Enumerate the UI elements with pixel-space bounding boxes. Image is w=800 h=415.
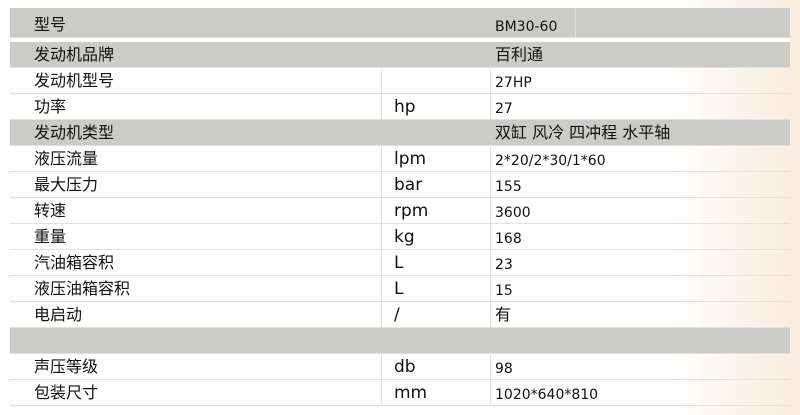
table-row: 电启动 / 有 — [10, 300, 790, 328]
cell-label: 液压油箱容积 — [34, 279, 131, 298]
cell-value: BM30-60 — [495, 19, 558, 35]
cell-value: 有 — [490, 300, 790, 327]
table-row: 发动机品牌 百利通 — [10, 42, 790, 68]
table-row: 发动机型号 27HP — [10, 66, 790, 94]
table-row — [10, 328, 790, 354]
cell-label: 声压等级 — [34, 357, 99, 376]
cell-unit: db — [381, 354, 490, 379]
cell-label: 发动机品牌 — [34, 45, 115, 64]
cell-label: 最大压力 — [34, 175, 99, 194]
cell-unit — [381, 328, 490, 353]
cell-value — [490, 326, 790, 353]
cell-value: 15 — [490, 274, 790, 301]
cell-value: 百利通 — [495, 45, 544, 64]
table-row: 发动机类型 双缸 风冷 四冲程 水平轴 — [10, 120, 790, 146]
cell-label: 功率 — [34, 97, 67, 116]
cell-label: 包装尺寸 — [34, 383, 99, 402]
cell-unit — [381, 42, 490, 67]
cell-divider — [575, 8, 576, 37]
table-row: 汽油箱容积 L 23 — [10, 248, 790, 276]
cell-value: 155 — [490, 170, 790, 197]
cell-value: 2*20/2*30/1*60 — [490, 144, 790, 171]
cell-value: 1020*640*810 — [490, 378, 790, 405]
cell-unit: / — [381, 302, 490, 327]
cell-value: 双缸 风冷 四冲程 水平轴 — [495, 123, 671, 142]
cell-unit: L — [381, 276, 490, 301]
cell-unit — [381, 8, 490, 37]
cell-label: 汽油箱容积 — [34, 253, 115, 272]
cell-unit: bar — [381, 172, 490, 197]
cell-label: 液压流量 — [34, 149, 99, 168]
cell-value: 27 — [490, 92, 790, 119]
cell-value: 98 — [490, 352, 790, 379]
table-row: 重量 kg 168 — [10, 222, 790, 250]
cell-label: 转速 — [34, 201, 67, 220]
table-row: 型号 BM30-60 — [10, 8, 790, 38]
cell-unit — [381, 68, 490, 93]
table-row: 液压流量 lpm 2*20/2*30/1*60 — [10, 144, 790, 172]
cell-value: 3600 — [490, 196, 790, 223]
cell-label: 发动机型号 — [34, 71, 115, 90]
cell-label: 型号 — [34, 15, 67, 34]
table-row: 液压油箱容积 L 15 — [10, 274, 790, 302]
table-row: 最大压力 bar 155 — [10, 170, 790, 198]
cell-value: 27HP — [490, 66, 790, 93]
cell-unit — [381, 120, 490, 145]
cell-unit: hp — [381, 94, 490, 119]
cell-label: 发动机类型 — [34, 123, 115, 142]
table-row: 包装尺寸 mm 1020*640*810 — [10, 378, 790, 406]
cell-label: 重量 — [34, 227, 67, 246]
row-gap — [10, 38, 790, 42]
cell-unit: mm — [381, 380, 490, 405]
cell-unit: rpm — [381, 198, 490, 223]
spec-table: 型号 BM30-60 发动机品牌 百利通发动机型号 27HP 功率 hp 27 发动机类型 双缸 … — [10, 8, 790, 406]
cell-unit: kg — [381, 224, 490, 249]
cell-value: 168 — [490, 222, 790, 249]
table-row: 转速 rpm 3600 — [10, 196, 790, 224]
cell-value: 23 — [490, 248, 790, 275]
table-row: 功率 hp 27 — [10, 92, 790, 120]
cell-label: 电启动 — [34, 305, 83, 324]
cell-unit: lpm — [381, 146, 490, 171]
table-row: 声压等级 db 98 — [10, 352, 790, 380]
cell-unit: L — [381, 250, 490, 275]
